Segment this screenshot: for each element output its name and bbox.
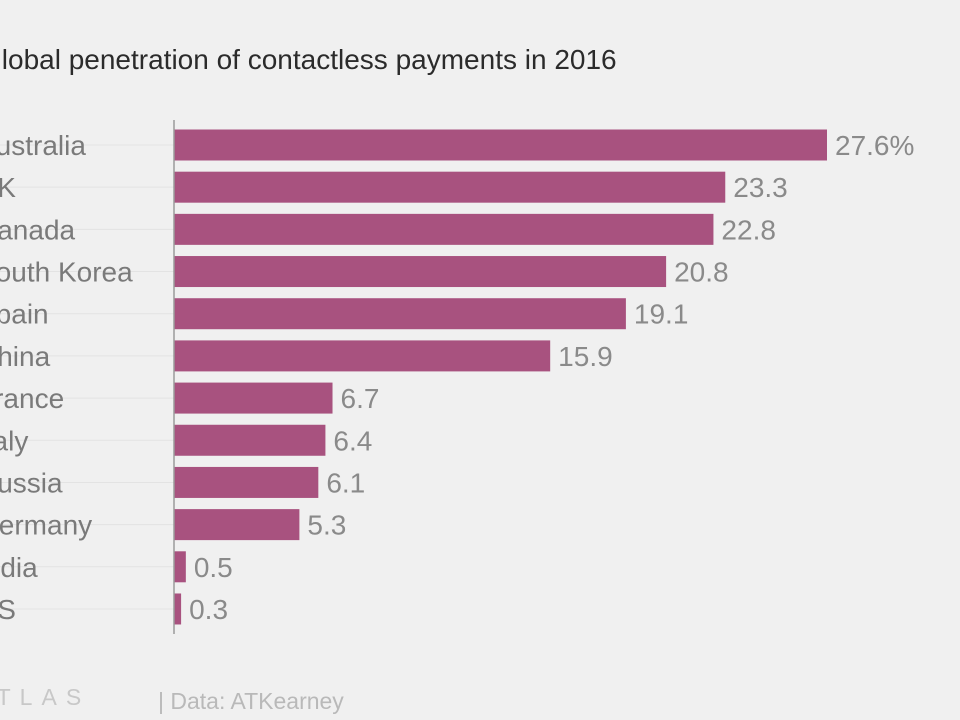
category-label: Italy <box>0 425 28 456</box>
category-label: China <box>0 341 51 372</box>
bar <box>174 509 300 541</box>
category-label: Germany <box>0 510 92 541</box>
category-label: UK <box>0 172 16 203</box>
bar <box>174 256 667 288</box>
value-label: 15.9 <box>558 341 613 372</box>
bar <box>174 171 726 203</box>
category-label: Russia <box>0 467 63 498</box>
value-label: 27.6% <box>835 130 914 161</box>
category-label: Canada <box>0 214 76 245</box>
value-label: 23.3 <box>733 172 788 203</box>
value-label: 20.8 <box>674 257 729 288</box>
category-label: France <box>0 383 64 414</box>
bar <box>174 382 333 414</box>
category-label: South Korea <box>0 257 133 288</box>
value-label: 6.1 <box>326 467 365 498</box>
bar <box>174 129 827 161</box>
value-label: 19.1 <box>634 299 689 330</box>
category-label: US <box>0 594 16 625</box>
bar <box>174 298 626 330</box>
category-label: India <box>0 552 38 583</box>
category-label: Australia <box>0 130 86 161</box>
bar <box>174 551 186 583</box>
category-label: Spain <box>0 299 49 330</box>
chart-title: Global penetration of contactless paymen… <box>0 44 617 75</box>
value-label: 6.4 <box>333 425 372 456</box>
value-label: 0.5 <box>194 552 233 583</box>
bar-rows: Australia 27.6% UK 23.3 Canada 22.8 South Kore… <box>0 129 914 625</box>
value-label: 6.7 <box>341 383 380 414</box>
data-source-note: | Data: ATKearney <box>158 688 344 714</box>
atlas-logo: ATLAS <box>0 684 90 710</box>
bar <box>174 213 714 245</box>
value-label: 22.8 <box>721 214 776 245</box>
bar <box>174 424 326 456</box>
bar <box>174 593 182 625</box>
bar <box>174 466 319 498</box>
value-label: 0.3 <box>189 594 228 625</box>
bar <box>174 340 551 372</box>
value-label: 5.3 <box>307 510 346 541</box>
